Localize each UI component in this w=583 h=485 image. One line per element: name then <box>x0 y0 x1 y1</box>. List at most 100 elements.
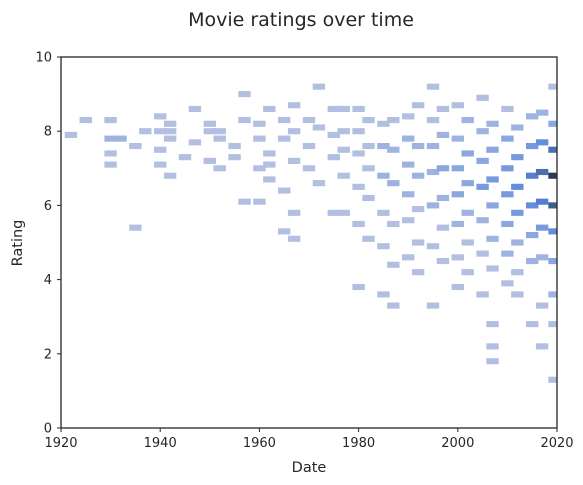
heatmap-cell <box>377 142 390 150</box>
heatmap-cell <box>486 235 499 242</box>
y-tick-label: 2 <box>44 347 52 362</box>
heatmap-cell <box>535 224 549 231</box>
heatmap-cell <box>526 257 539 265</box>
heatmap-cell <box>312 180 326 187</box>
heatmap-cell <box>327 131 340 138</box>
heatmap-cell <box>426 168 440 176</box>
heatmap-cell <box>302 117 316 124</box>
heatmap-cell <box>387 220 400 228</box>
heatmap-cell <box>362 142 375 150</box>
heatmap-cell <box>461 180 474 187</box>
heatmap-cell <box>154 128 167 135</box>
heatmap-cell <box>501 250 514 257</box>
x-tick-label: 1960 <box>243 436 276 451</box>
heatmap-cell <box>104 161 117 168</box>
heatmap-cell <box>548 146 557 153</box>
heatmap-cell <box>352 150 365 157</box>
heatmap-cell <box>526 142 539 150</box>
heatmap-cell <box>302 165 316 172</box>
chart-title: Movie ratings over time <box>188 9 414 31</box>
heatmap-cell <box>501 105 514 112</box>
heatmap-cell <box>476 94 489 101</box>
heatmap-cell <box>362 165 375 172</box>
heatmap-cell <box>451 283 464 291</box>
heatmap-cell <box>402 113 415 120</box>
heatmap-cell <box>486 343 499 350</box>
heatmap-cell <box>548 172 557 179</box>
heatmap-cell <box>253 165 266 172</box>
heatmap-cell <box>511 291 524 298</box>
heatmap-cell <box>451 165 464 172</box>
heatmap-cell <box>486 321 499 328</box>
heatmap-cell <box>377 243 390 250</box>
heatmap-cell <box>436 105 450 112</box>
heatmap-cell <box>486 202 499 209</box>
heatmap-cell <box>188 139 202 146</box>
heatmap-cell <box>436 257 450 265</box>
heatmap-cell <box>526 232 539 239</box>
heatmap-cell <box>337 209 350 216</box>
heatmap-cell <box>436 224 450 231</box>
heatmap-cell <box>287 102 301 109</box>
heatmap-cell <box>337 172 350 179</box>
heatmap-cell <box>352 105 365 112</box>
heatmap-cell <box>461 269 474 276</box>
heatmap-cell <box>253 120 266 127</box>
heatmap-cell <box>411 102 425 109</box>
heatmap-cell <box>263 161 276 168</box>
heatmap-cell <box>154 113 167 120</box>
heatmap-cell <box>461 150 474 157</box>
heatmap-cell <box>129 224 142 231</box>
heatmap-cell <box>337 128 350 135</box>
heatmap-cell <box>511 154 524 161</box>
heatmap-cell <box>511 183 524 190</box>
heatmap-cell <box>302 142 316 150</box>
heatmap-cell <box>501 165 514 172</box>
heatmap-cell <box>327 209 340 216</box>
x-tick-label: 1920 <box>44 436 77 451</box>
heatmap-cell <box>535 168 549 176</box>
heatmap-cell <box>501 135 514 142</box>
heatmap-cell <box>451 220 464 228</box>
heatmap-cell <box>426 302 440 309</box>
heatmap-cell <box>263 176 276 183</box>
heatmap-cell <box>377 209 390 216</box>
heatmap-cell <box>501 220 514 228</box>
heatmap-cell <box>476 217 489 224</box>
heatmap-cell <box>411 239 425 246</box>
heatmap-cell <box>486 358 499 365</box>
heatmap-cell <box>476 157 489 164</box>
heatmap-cell <box>337 146 350 153</box>
heatmap-cell <box>312 83 326 90</box>
heatmap-cell <box>476 291 489 298</box>
heatmap-cell <box>377 172 390 179</box>
heatmap-cell <box>461 209 474 216</box>
x-axis-label: Date <box>292 460 327 476</box>
heatmap-cell <box>287 235 301 242</box>
heatmap-cell <box>535 302 549 309</box>
heatmap-cell <box>436 131 450 138</box>
heatmap-cell <box>287 128 301 135</box>
y-tick-label: 8 <box>44 125 52 140</box>
heatmap-cell <box>402 254 415 261</box>
heatmap-cell <box>387 261 400 268</box>
heatmap-cell <box>104 117 117 124</box>
heatmap-cell <box>228 154 241 161</box>
heatmap-cell <box>402 217 415 224</box>
y-tick-label: 6 <box>44 199 52 214</box>
x-axis-ticks: 1920 1940 1960 1980 2000 2020 <box>44 428 574 451</box>
heatmap-cells <box>64 83 557 383</box>
heatmap-cell <box>426 142 440 150</box>
heatmap-cell <box>163 128 177 135</box>
heatmap-cell <box>377 291 390 298</box>
heatmap-cell <box>253 198 266 205</box>
heatmap-cell <box>178 154 192 161</box>
heatmap-cell <box>203 120 216 127</box>
heatmap-cell <box>548 83 557 90</box>
heatmap-cell <box>352 183 365 190</box>
heatmap-cell <box>104 150 117 157</box>
heatmap-cell <box>104 135 117 142</box>
heatmap-cell <box>278 135 291 142</box>
heatmap-cell <box>535 109 549 116</box>
